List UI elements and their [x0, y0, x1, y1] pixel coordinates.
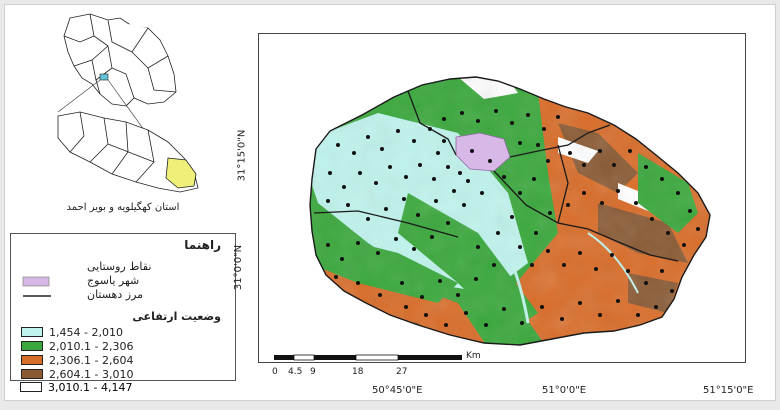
elevation-swatch — [21, 341, 43, 351]
elevation-swatch — [21, 369, 43, 379]
x-tick-label-3: 51°15'0"E — [703, 385, 754, 396]
dehestan-boundaries — [313, 90, 679, 262]
village-points — [326, 109, 700, 327]
elevation-class-label: 2,306.1 - 2,604 — [49, 354, 134, 367]
elevation-map — [309, 76, 711, 346]
inset-locator-maps — [57, 13, 199, 193]
legend-row-villages: نقاط روستایی — [17, 260, 229, 274]
legend-title: راهنما — [184, 238, 221, 252]
iran-province-map — [63, 13, 177, 107]
boundary-line-icon — [23, 295, 51, 297]
scale-tick-2: 9 — [310, 367, 316, 377]
scale-bar-graphic — [274, 354, 462, 361]
legend-elevation-title: وضعیت ارتفاعی — [132, 310, 221, 323]
elevation-class-label: 3,010.1 - 4,147 — [48, 381, 133, 394]
x-tick-label-1: 50°45'0"E — [372, 385, 423, 396]
elevation-swatch — [21, 355, 43, 365]
province-counties-map — [57, 111, 199, 193]
map-legend: راهنما نقاط روستایی شهر یاسوج مرز دهستان… — [10, 233, 236, 381]
legend-row-city: شهر یاسوج — [17, 274, 229, 288]
y-tick-label-1: 31°15'0"N — [236, 129, 248, 182]
scale-bar: 0 4.5 9 18 27 Km — [272, 351, 492, 383]
study-area-outline — [309, 76, 711, 346]
legend-label-villages: نقاط روستایی — [87, 260, 152, 273]
scale-unit: Km — [466, 351, 481, 361]
scale-tick-1: 4.5 — [288, 367, 303, 377]
study-area-highlight — [165, 157, 197, 189]
yasuj-city-area — [455, 132, 511, 172]
elevation-class-label: 2,604.1 - 3,010 — [49, 368, 134, 381]
scale-tick-0: 0 — [272, 367, 278, 377]
scale-tick-3: 18 — [352, 367, 364, 377]
village-dot-icon — [21, 262, 51, 272]
legend-row-boundary: مرز دهستان — [17, 288, 229, 302]
province-highlight-marker — [99, 73, 109, 81]
x-tick-label-2: 51°0'0"E — [542, 385, 587, 396]
elevation-swatch — [21, 327, 43, 337]
elevation-class-label: 2,010.1 - 2,306 — [49, 340, 134, 353]
city-area-swatch — [22, 276, 50, 287]
inset-title: استان کهگیلویه و بویر احمد — [66, 202, 180, 213]
y-tick-label-2: 31°0'0"N — [233, 244, 245, 291]
elevation-class-label: 1,454 - 2,010 — [49, 326, 123, 339]
legend-label-boundary: مرز دهستان — [87, 288, 144, 301]
scale-tick-4: 27 — [396, 367, 408, 377]
elevation-swatch — [20, 382, 42, 392]
legend-label-city: شهر یاسوج — [87, 274, 140, 287]
